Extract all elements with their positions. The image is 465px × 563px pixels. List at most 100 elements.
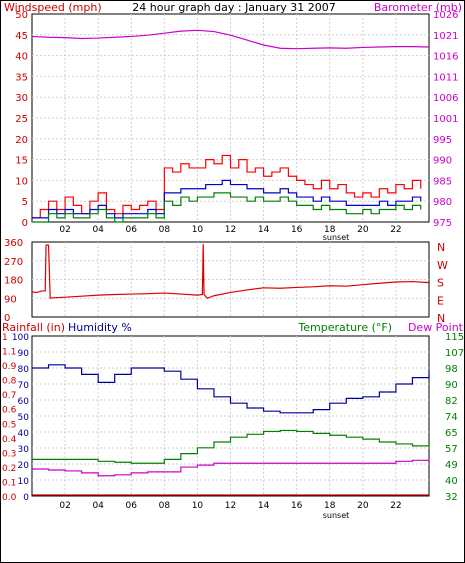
windspeed-tick-label: 20	[15, 135, 28, 146]
windspeed-tick-label: 40	[15, 52, 28, 63]
humidity-axis-label: Humidity %	[68, 321, 132, 334]
barometer-tick-labels: 975 980 985 990 995 1001 1006 1011 1016 1021 1026	[433, 10, 458, 229]
direction-compass-tick-label: E	[437, 294, 444, 307]
humidity-tick-label: 90	[18, 349, 30, 359]
wind-barometer-panel: 0 5 10 15 20 25 30 35 40 45 50 975 980 985 990 995 1001…	[15, 10, 458, 242]
temperature-tick-label: 74	[445, 412, 458, 423]
panel1-hour-tick-label: 22	[390, 225, 401, 235]
direction-degree-tick-label: 270	[4, 257, 23, 268]
temperature-tick-label: 32	[445, 492, 458, 503]
temperature-tick-label: 49	[445, 460, 458, 471]
panel3-hour-tick-label: 12	[225, 501, 236, 511]
rainfall-tick-label: 1.1	[2, 348, 16, 358]
humidity-tick-label: 20	[18, 461, 30, 471]
barometer-tick-label: 1021	[433, 31, 458, 42]
humidity-tick-labels: 0 10 20 30 40 50 60 70 80 90 100	[12, 333, 29, 503]
panel3-hour-tick-label: 10	[192, 501, 204, 511]
humidity-tick-label: 40	[18, 429, 30, 439]
temperature-tick-label: 65	[445, 428, 458, 439]
dewpoint-axis-label: Dew Point	[408, 321, 464, 334]
panel1-hour-tick-label: 12	[225, 225, 236, 235]
humidity-tick-label: 0	[23, 493, 29, 503]
panel3-hour-tick-label: 20	[357, 501, 369, 511]
panel1-hour-tick-label: 14	[258, 225, 270, 235]
windspeed-tick-label: 15	[15, 156, 28, 167]
panel3-hour-tick-label: 22	[390, 501, 401, 511]
panel1-grid	[32, 14, 429, 222]
windspeed-tick-label: 0	[22, 218, 28, 229]
panel3-hour-tick-label: 18	[324, 501, 336, 511]
rainfall-tick-labels: 0.0 0.1 0.2 0.3 0.4 0.5 0.6 0.7 0.8 0.9 1.1 1	[2, 333, 17, 503]
panel1-hour-tick-label: 16	[291, 225, 303, 235]
panel1-hour-tick-label: 10	[192, 225, 204, 235]
direction-compass-tick-label: S	[437, 277, 444, 290]
windspeed-tick-label: 5	[22, 197, 28, 208]
barometer-tick-label: 1001	[433, 114, 458, 125]
panel1-hour-tick-label: 08	[159, 225, 171, 235]
direction-series-line	[31, 244, 430, 299]
barometer-tick-label: 975	[433, 218, 452, 229]
panel3-hour-tick-label: 16	[291, 501, 303, 511]
panel3-grid	[32, 336, 429, 496]
temperature-tick-label: 40	[445, 476, 458, 487]
barometer-axis-label: Barometer (mb)	[374, 1, 462, 14]
humidity-tick-label: 100	[12, 333, 29, 343]
gust-series-line	[32, 154, 422, 219]
panel1-hour-tick-label: 20	[357, 225, 369, 235]
direction-degree-tick-label: 360	[4, 238, 23, 249]
panel3-sunset-label: sunset	[323, 511, 350, 520]
panel1-hour-tick-label: 02	[59, 225, 70, 235]
panel1-hour-tick-label: 06	[126, 225, 138, 235]
temperature-tick-label: 82	[445, 396, 458, 407]
panel2-grid	[32, 242, 429, 317]
panel3-hour-tick-label: 14	[258, 501, 270, 511]
temp-humidity-rain-panel: 0.0 0.1 0.2 0.3 0.4 0.5 0.6 0.7 0.8 0.9 1.1 1 0 10 20…	[2, 332, 464, 520]
windspeed-tick-label: 10	[15, 176, 28, 187]
rainfall-tick-label: 0.5	[2, 420, 16, 430]
direction-compass-tick-label: N	[437, 312, 445, 325]
rainfall-tick-label: 0.1	[2, 478, 16, 488]
barometer-tick-label: 990	[433, 156, 452, 167]
dewpoint-series-line	[32, 459, 430, 477]
humidity-tick-label: 80	[18, 365, 30, 375]
panel3-hour-tick-label: 06	[126, 501, 138, 511]
panel1-hour-tick-label: 04	[92, 225, 104, 235]
temperature-tick-label: 98	[445, 364, 458, 375]
humidity-tick-label: 60	[18, 397, 30, 407]
rainfall-tick-label: 0.2	[2, 464, 16, 474]
direction-degree-tick-label: 90	[4, 294, 17, 305]
rainfall-tick-label: 1	[2, 333, 8, 343]
rainfall-tick-label: 0.0	[2, 493, 17, 503]
windspeed-tick-label: 30	[15, 93, 28, 104]
rainfall-tick-label: 0.4	[2, 435, 17, 445]
panel3-hour-tick-label: 08	[159, 501, 171, 511]
temperature-series-line	[32, 429, 430, 464]
barometer-tick-label: 995	[433, 135, 452, 146]
panel3-hour-tick-label: 02	[59, 501, 70, 511]
barometer-tick-label: 1026	[433, 10, 458, 21]
windspeed-axis-label: Windspeed (mph)	[4, 1, 102, 14]
windspeed-tick-label: 25	[15, 114, 28, 125]
barometer-tick-label: 985	[433, 176, 452, 187]
humidity-tick-label: 10	[18, 477, 30, 487]
panel1-hour-tick-labels: 02 04 06 08 10 12 14 16 18 20 22	[59, 225, 401, 235]
temperature-tick-label: 90	[445, 380, 458, 391]
rainfall-tick-label: 0.8	[2, 377, 17, 387]
windspeed-tick-labels: 0 5 10 15 20 25 30 35 40 45 50	[15, 10, 28, 229]
rainfall-tick-label: 0.7	[2, 391, 16, 401]
rainfall-tick-label: 0.6	[2, 406, 17, 416]
rainfall-tick-label: 0.3	[2, 449, 16, 459]
direction-compass-tick-label: N	[437, 241, 445, 254]
humidity-tick-label: 50	[18, 413, 30, 423]
barometer-tick-label: 980	[433, 197, 452, 208]
low-series-line	[32, 192, 422, 223]
rainfall-tick-label: 0.9	[2, 362, 17, 372]
direction-degree-tick-labels: 360 270 180 90 0	[4, 238, 23, 324]
panel1-hour-tick-label: 18	[324, 225, 336, 235]
panel1-sunset-label: sunset	[323, 233, 350, 242]
windspeed-tick-label: 50	[15, 10, 28, 21]
temperature-axis-label: Temperature (°F)	[297, 321, 392, 334]
direction-degree-tick-label: 180	[4, 276, 23, 287]
